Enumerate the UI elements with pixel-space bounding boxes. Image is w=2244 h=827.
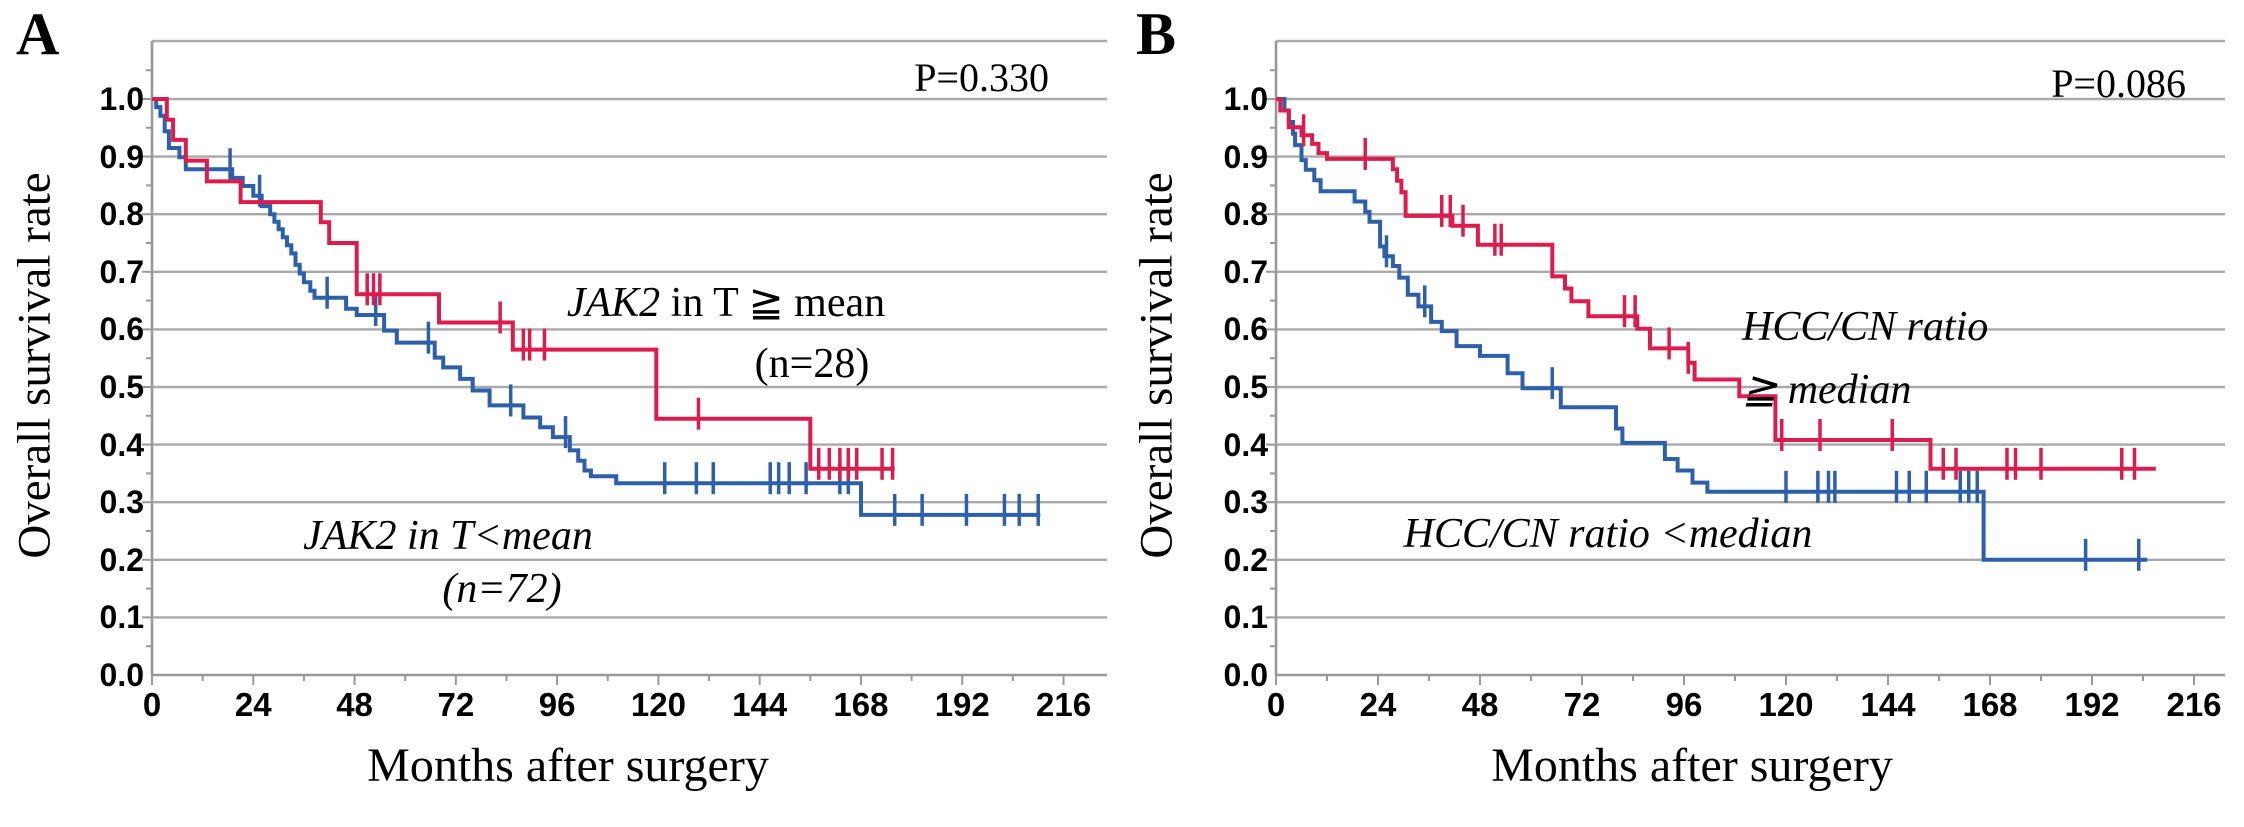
panel-a-letter: A	[16, 1, 60, 67]
x-tick-label-b: 24	[1359, 686, 1397, 723]
y-tick-label-b: 0.5	[1223, 369, 1268, 405]
y-tick-label-a: 0.6	[99, 311, 144, 348]
y-tick-label-a: 0.5	[99, 369, 144, 405]
panel-b-letter: B	[1136, 1, 1177, 67]
y-tick-label-a: 1.0	[99, 81, 144, 117]
x-tick-label-a: 0	[142, 686, 162, 723]
x-axis-label-a: Months after surgery	[367, 739, 769, 792]
x-tick-label-b: 144	[1860, 686, 1916, 723]
x-tick-label-a: 96	[538, 686, 576, 723]
curve-label-a: (n=28)	[754, 341, 870, 387]
x-tick-label-b: 96	[1665, 686, 1703, 723]
y-tick-label-b: 0.3	[1223, 484, 1268, 521]
x-tick-label-a: 144	[732, 686, 788, 723]
y-tick-label-a: 0.2	[99, 541, 144, 578]
km-curve-red-b	[1276, 97, 2156, 471]
x-axis-label-b: Months after surgery	[1491, 739, 1893, 792]
y-tick-label-b: 0.9	[1223, 138, 1268, 175]
y-axis-label-a: Overall survival rate	[8, 172, 61, 559]
y-tick-label-b: 0.0	[1223, 657, 1268, 693]
x-tick-label-b: 216	[2166, 686, 2222, 723]
x-tick-label-a: 192	[934, 686, 990, 723]
x-tick-label-a: 48	[336, 686, 373, 723]
x-tick-label-b: 192	[2064, 686, 2120, 723]
curve-label-a: (n=72)	[442, 566, 562, 612]
y-tick-label-a: 0.0	[99, 657, 144, 693]
y-tick-label-a: 0.3	[99, 484, 144, 521]
curve-label-b: HCC/CN ratio	[1742, 304, 1989, 350]
km-curve-blue-b	[1276, 97, 2148, 562]
y-tick-label-b: 0.7	[1223, 253, 1268, 290]
y-tick-label-a: 0.8	[99, 196, 144, 233]
curve-label-a: JAK2 in T ≧ mean	[566, 280, 886, 326]
curve-label-b: ≧ median	[1742, 367, 1912, 413]
x-tick-label-a: 168	[833, 686, 889, 723]
curve-label-a: JAK2 in T<mean	[303, 513, 593, 559]
y-tick-label-a: 0.9	[99, 138, 144, 175]
km-curve-blue-a	[152, 97, 1041, 517]
y-tick-label-b: 0.4	[1223, 426, 1268, 463]
p-value-a: P=0.330	[914, 55, 1049, 100]
y-tick-label-b: 0.2	[1223, 541, 1268, 578]
y-tick-label-a: 0.7	[99, 253, 144, 290]
curve-label-b: HCC/CN ratio <median	[1403, 511, 1813, 557]
x-tick-label-b: 168	[1962, 686, 2018, 723]
x-tick-label-a: 120	[630, 686, 686, 723]
x-tick-label-a: 216	[1035, 686, 1092, 723]
km-curve-red-a	[152, 97, 895, 471]
p-value-b: P=0.086	[2051, 61, 2186, 106]
x-tick-label-b: 120	[1758, 686, 1814, 723]
y-tick-label-a: 0.1	[99, 599, 144, 636]
y-tick-label-a: 0.4	[99, 426, 144, 463]
y-tick-label-b: 0.1	[1223, 599, 1268, 636]
x-tick-label-a: 72	[437, 686, 475, 723]
x-tick-label-b: 48	[1461, 686, 1499, 723]
y-tick-label-b: 0.6	[1223, 311, 1268, 348]
x-tick-label-a: 24	[234, 686, 272, 723]
y-tick-label-b: 0.8	[1223, 196, 1268, 233]
x-tick-label-b: 72	[1563, 686, 1601, 723]
y-tick-label-b: 1.0	[1223, 81, 1268, 117]
x-tick-label-b: 0	[1266, 686, 1286, 723]
